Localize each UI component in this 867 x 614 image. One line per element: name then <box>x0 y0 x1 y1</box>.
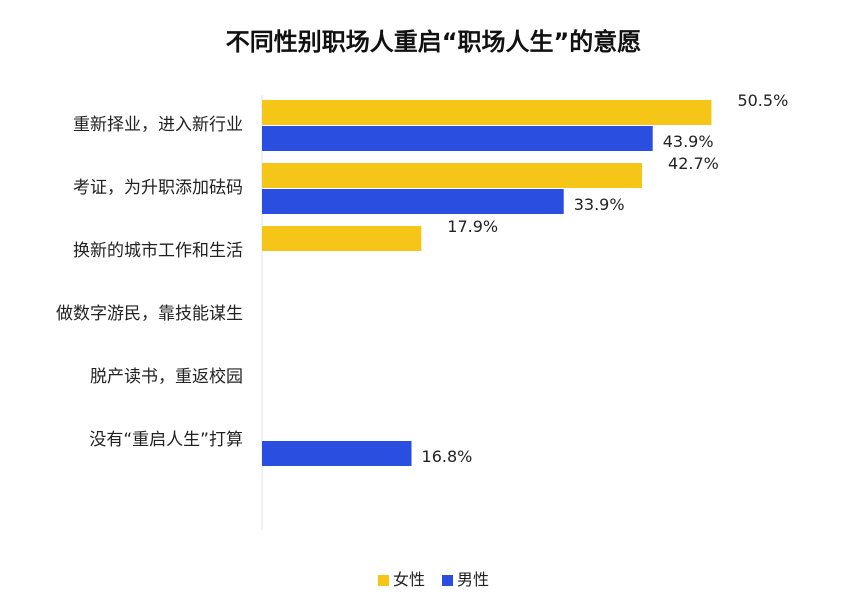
bar-male-5 <box>262 441 412 466</box>
value-labels: 50.5% 43.9% 42.7% 33.9% 17.9% 16.8% <box>422 91 789 466</box>
value-label-female-2: 17.9% <box>447 217 498 236</box>
legend-swatch-female <box>377 575 389 586</box>
bar-female-1 <box>262 163 643 188</box>
category-label-4: 脱产读书，重返校园 <box>90 367 243 387</box>
category-labels: 重新择业，进入新行业考证，为升职添加砝码换新的城市工作和生活做数字游民，靠技能谋… <box>56 115 243 450</box>
bar-female-0 <box>262 100 712 125</box>
legend-item-female: 女性 <box>377 566 425 590</box>
chart-title: 不同性别职场人重启“职场人生”的意愿 <box>225 28 642 56</box>
legend: 女性 男性 <box>0 566 867 590</box>
category-label-1: 考证，为升职添加砝码 <box>73 178 243 198</box>
legend-label-male: 男性 <box>457 570 490 589</box>
legend-swatch-male <box>442 575 454 586</box>
legend-item-male: 男性 <box>442 566 489 590</box>
bar-female-2 <box>262 226 422 251</box>
category-label-3: 做数字游民，靠技能谋生 <box>56 304 243 324</box>
value-label-female-0: 50.5% <box>737 91 788 110</box>
legend-label-female: 女性 <box>392 570 425 589</box>
value-label-male-1: 33.9% <box>574 195 625 214</box>
value-label-male-0: 43.9% <box>663 132 714 151</box>
bar-chart: 重新择业，进入新行业考证，为升职添加砝码换新的城市工作和生活做数字游民，靠技能谋… <box>56 91 789 530</box>
value-label-female-1: 42.7% <box>668 154 719 173</box>
bars <box>262 100 712 466</box>
category-label-5: 没有“重启人生”打算 <box>89 430 243 450</box>
value-label-male-5: 16.8% <box>422 447 473 466</box>
category-label-2: 换新的城市工作和生活 <box>73 241 243 261</box>
category-label-0: 重新择业，进入新行业 <box>73 115 243 135</box>
bar-male-0 <box>262 126 653 151</box>
bar-male-1 <box>262 189 564 214</box>
